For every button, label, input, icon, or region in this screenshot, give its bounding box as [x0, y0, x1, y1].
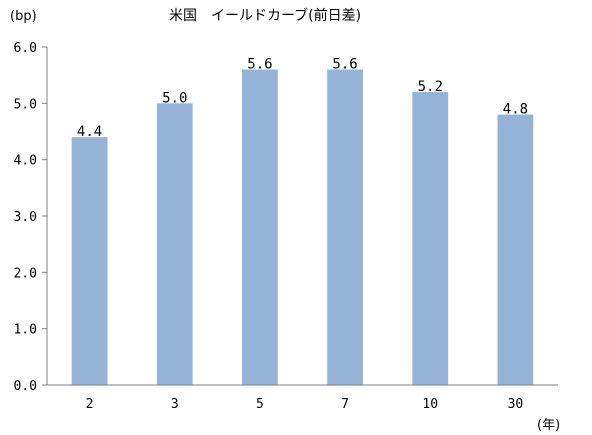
- bar: [71, 137, 108, 385]
- x-tick-label: 3: [171, 397, 179, 412]
- plot-area: 0.0 1.0 2.0 3.0 4.0 5.0 6.0 4.4 2 5.0 3 5.6 5 5.6 7 5.2…: [14, 41, 558, 412]
- y-tick-label: 1.0: [14, 323, 37, 338]
- bar: [156, 103, 193, 385]
- x-tick-label: 2: [86, 397, 94, 412]
- y-axis-unit-label: (bp): [10, 9, 37, 24]
- x-axis-unit-label: (年): [537, 418, 560, 433]
- bar: [327, 69, 363, 386]
- bar: [242, 69, 278, 386]
- chart-title: 米国 イールドカーブ(前日差): [169, 7, 361, 24]
- bar-value-label: 5.0: [162, 90, 187, 106]
- y-tick-label: 3.0: [14, 210, 37, 225]
- bar-value-label: 5.6: [247, 57, 272, 73]
- x-tick-label: 5: [256, 397, 264, 412]
- bar-value-label: 4.8: [503, 102, 528, 118]
- y-tick-label: 4.0: [14, 154, 37, 169]
- bar-value-label: 4.4: [77, 124, 102, 140]
- bar: [497, 114, 534, 385]
- y-tick-label: 2.0: [14, 266, 37, 281]
- y-tick-label: 5.0: [14, 97, 37, 112]
- bar-value-label: 5.2: [418, 79, 443, 95]
- x-tick-label: 7: [341, 397, 349, 412]
- x-tick-label: 30: [508, 397, 524, 412]
- y-tick-label: 0.0: [14, 379, 37, 394]
- bar: [412, 92, 449, 386]
- y-tick-label: 6.0: [14, 41, 37, 56]
- x-tick-label: 10: [422, 397, 438, 412]
- bar-value-label: 5.6: [332, 57, 357, 73]
